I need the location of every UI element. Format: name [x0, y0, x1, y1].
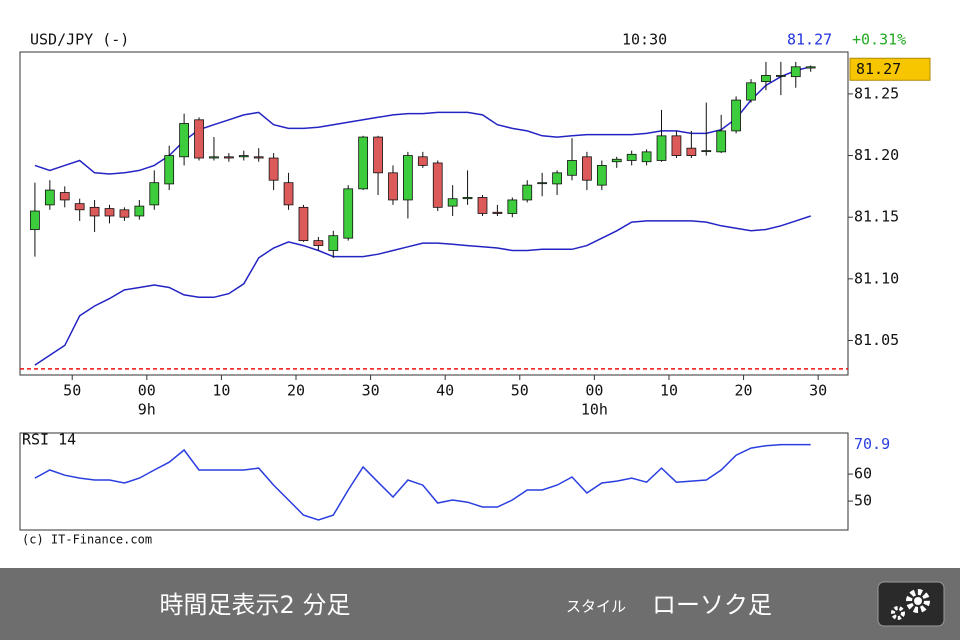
x-tick-label: 20: [735, 382, 753, 400]
candle-body: [507, 199, 518, 214]
candle-body: [74, 203, 85, 211]
candle-body: [104, 208, 115, 217]
candle-body: [194, 119, 204, 159]
candle-body: [671, 135, 682, 156]
y-tick-label: 60: [854, 465, 872, 483]
x-tick-label: 30: [809, 382, 827, 400]
candle-body: [30, 210, 40, 230]
candle-body: [89, 206, 100, 217]
candle-body: [701, 150, 712, 153]
candle-body: [686, 147, 697, 156]
y-tick-label: 81.15: [854, 208, 899, 226]
candle-body: [59, 192, 70, 201]
x-tick-label: 10: [212, 382, 230, 400]
candle-body: [179, 123, 189, 158]
y-tick-label: 50: [854, 492, 872, 510]
toolbar: [0, 568, 960, 640]
candle-body: [656, 135, 667, 161]
candle-body: [388, 172, 398, 201]
copyright: (c) IT-Finance.com: [22, 533, 152, 547]
gear-hub: [914, 597, 922, 605]
gear-large: [906, 589, 930, 613]
x-tick-label: 40: [436, 382, 454, 400]
candle-body: [552, 172, 562, 185]
candle-body: [567, 160, 577, 176]
candle-body: [537, 182, 548, 185]
last-price-label: 81.27: [856, 60, 901, 78]
settings-button[interactable]: [877, 581, 945, 627]
candle-body: [582, 156, 592, 181]
candle-body: [328, 235, 339, 251]
candle-body: [358, 136, 369, 190]
candle-body: [790, 66, 801, 78]
candle-body: [343, 188, 354, 239]
x-tick-label: 50: [511, 382, 529, 400]
candle-body: [298, 206, 309, 242]
candle-body: [209, 156, 219, 159]
candle-body: [253, 156, 264, 159]
candle-body: [417, 156, 428, 166]
candle-body: [775, 75, 786, 77]
candle-body: [223, 156, 234, 159]
candle-body: [596, 165, 607, 186]
candle-body: [119, 209, 130, 218]
candle-body: [149, 182, 160, 206]
panel-title: RSI 14: [22, 431, 76, 449]
band-line: [34, 215, 811, 366]
price: 81.27: [787, 31, 832, 49]
candle-body: [761, 75, 771, 82]
candle-body: [522, 184, 533, 201]
gear-small: [891, 606, 905, 620]
candle-body: [626, 153, 637, 161]
style-button[interactable]: ローソク足: [652, 591, 772, 619]
time: 10:30: [622, 31, 667, 49]
y-tick-label: 81.20: [854, 146, 899, 164]
style-label: スタイル: [566, 598, 626, 616]
last-value-label: 70.9: [854, 435, 890, 453]
y-tick-label: 81.05: [854, 331, 899, 349]
x-tick-label: 20: [287, 382, 305, 400]
candle-body: [462, 197, 473, 200]
candle-body: [432, 162, 443, 208]
background: [0, 0, 960, 568]
y-tick-label: 81.25: [854, 84, 899, 102]
candle-body: [641, 151, 652, 163]
change: +0.31%: [852, 31, 906, 49]
candle-body: [492, 211, 503, 214]
last-price-box: [849, 57, 931, 81]
x-tick-label: 50: [63, 382, 81, 400]
candle-body: [746, 82, 756, 101]
band-line: [34, 66, 811, 175]
candle-body: [477, 197, 488, 214]
candle-body: [373, 136, 383, 174]
candle-body: [283, 182, 294, 206]
x-tick-label: 30: [362, 382, 380, 400]
rsi-line: [34, 443, 811, 521]
candle-body: [731, 99, 741, 132]
timeframe-button[interactable]: 時間足表示2 分足: [160, 591, 351, 619]
candle-body: [268, 157, 279, 181]
candle-body: [313, 240, 324, 246]
rsi-panel: [19, 432, 849, 531]
x-sublabel: 9h: [138, 401, 156, 419]
candle-body: [447, 198, 458, 207]
candle-body: [716, 130, 727, 153]
main-panel: [19, 51, 849, 376]
candle-body: [805, 66, 816, 69]
candle-body: [238, 155, 249, 158]
y-tick-label: 81.10: [854, 269, 899, 287]
x-tick-label: 00: [138, 382, 156, 400]
candle-body: [611, 158, 622, 163]
symbol: USD/JPY (-): [30, 31, 129, 49]
candle-body: [134, 205, 145, 217]
candle-body: [403, 155, 413, 201]
x-sublabel: 10h: [581, 401, 608, 419]
x-tick-label: 10: [660, 382, 678, 400]
x-tick-label: 00: [585, 382, 603, 400]
candle-body: [164, 155, 175, 185]
candle-body: [44, 189, 55, 206]
